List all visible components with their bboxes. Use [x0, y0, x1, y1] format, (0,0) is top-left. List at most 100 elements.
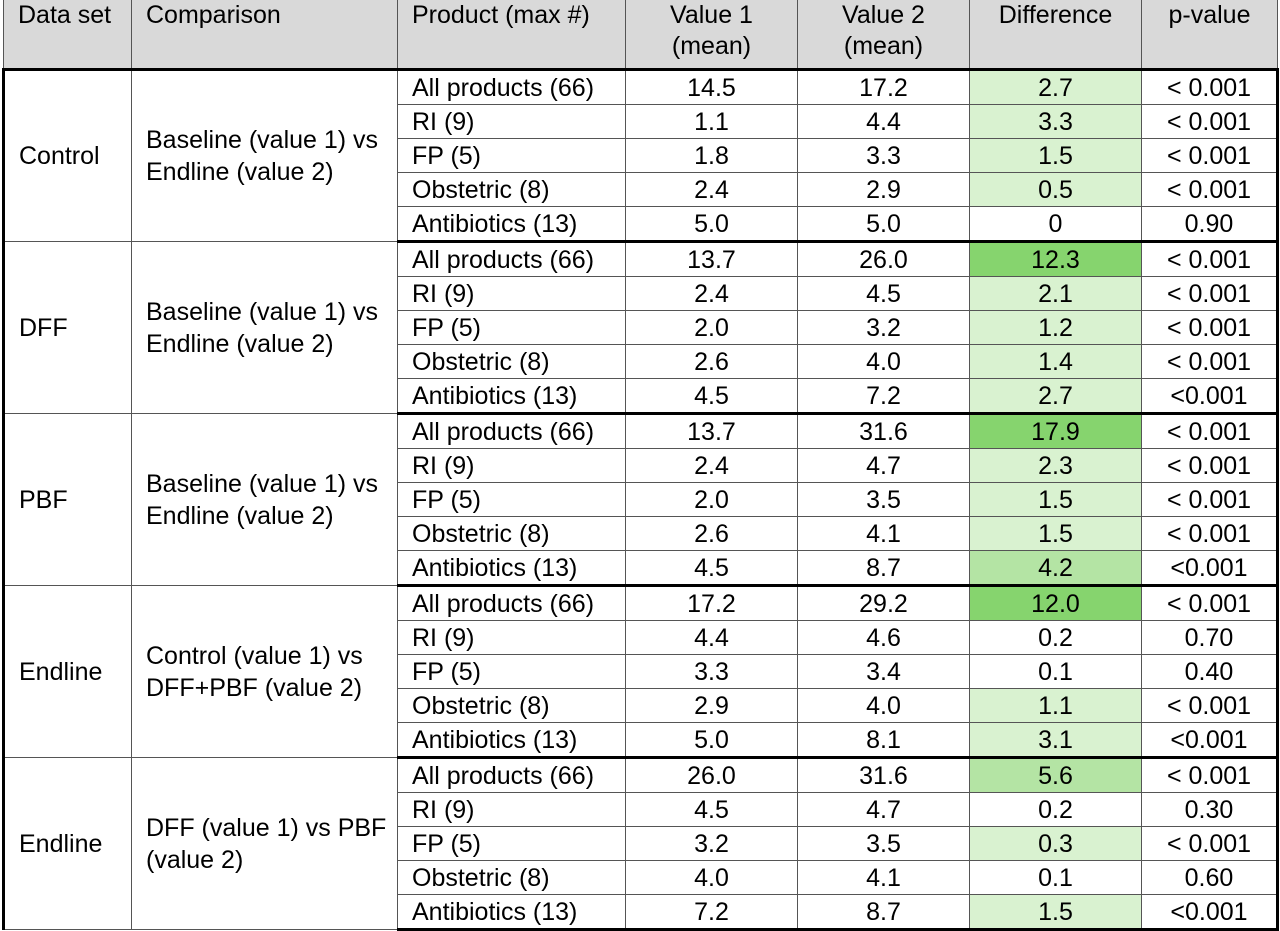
pvalue-cell: < 0.001	[1141, 757, 1279, 793]
value1-cell: 4.5	[625, 378, 798, 415]
product-cell: FP (5)	[397, 654, 626, 689]
value2-cell: 4.6	[797, 620, 970, 655]
table-row: Endline DFF (value 1) vs PBF (value 2) All…	[2, 757, 1279, 930]
table-row: RI (9) 2.4 4.5 2.1 < 0.001	[4, 276, 1279, 311]
value1-cell: 7.2	[625, 894, 798, 931]
value2-cell: 4.4	[797, 104, 970, 139]
value2-cell: 4.0	[797, 344, 970, 379]
table-row: RI (9) 2.4 4.7 2.3 < 0.001	[4, 448, 1279, 483]
product-cell: FP (5)	[397, 482, 626, 517]
value2-cell: 31.6	[797, 413, 970, 449]
value1-cell: 3.2	[625, 826, 798, 861]
value1-cell: 4.0	[625, 860, 798, 895]
value2-cell: 3.2	[797, 310, 970, 345]
product-cell: Obstetric (8)	[397, 860, 626, 895]
pvalue-cell: < 0.001	[1141, 688, 1279, 723]
product-cell: All products (66)	[397, 69, 626, 105]
product-cell: RI (9)	[397, 448, 626, 483]
value2-cell: 26.0	[797, 241, 970, 277]
table-row: Obstetric (8) 2.6 4.1 1.5 < 0.001	[4, 516, 1279, 551]
header-pvalue: p-value	[1141, 0, 1278, 71]
difference-cell: 0.1	[969, 860, 1142, 895]
header-comparison: Comparison	[131, 0, 398, 71]
product-cell: All products (66)	[397, 757, 626, 793]
table-row: FP (5) 2.0 3.2 1.2 < 0.001	[4, 310, 1279, 345]
value2-cell: 8.1	[797, 722, 970, 759]
dataset-cell: Endline	[2, 757, 132, 930]
comparison-cell: Baseline (value 1) vs Endline (value 2)	[131, 413, 398, 586]
value2-cell: 2.9	[797, 172, 970, 207]
product-cell: FP (5)	[397, 138, 626, 173]
pvalue-cell: <0.001	[1141, 378, 1279, 415]
comparison-cell: DFF (value 1) vs PBF (value 2)	[131, 757, 398, 930]
product-cell: Antibiotics (13)	[397, 378, 626, 415]
value1-cell: 13.7	[625, 413, 798, 449]
pvalue-cell: 0.60	[1141, 860, 1279, 895]
difference-cell: 12.3	[969, 241, 1142, 277]
value2-cell: 3.5	[797, 826, 970, 861]
difference-cell: 2.3	[969, 448, 1142, 483]
table-row: Obstetric (8) 2.9 4.0 1.1 < 0.001	[4, 688, 1279, 723]
pvalue-cell: 0.70	[1141, 620, 1279, 655]
value1-cell: 13.7	[625, 241, 798, 277]
value1-cell: 2.4	[625, 448, 798, 483]
value2-cell: 29.2	[797, 585, 970, 621]
table-row: Antibiotics (13) 4.5 8.7 4.2 <0.001	[4, 550, 1279, 587]
dataset-cell: PBF	[2, 413, 132, 586]
difference-cell: 0	[969, 206, 1142, 243]
header-product: Product (max #)	[397, 0, 626, 71]
difference-cell: 5.6	[969, 757, 1142, 793]
pvalue-cell: < 0.001	[1141, 172, 1279, 207]
pvalue-cell: <0.001	[1141, 894, 1279, 931]
pvalue-cell: < 0.001	[1141, 138, 1279, 173]
difference-cell: 1.4	[969, 344, 1142, 379]
product-cell: All products (66)	[397, 413, 626, 449]
table-row: Antibiotics (13) 7.2 8.7 1.5 <0.001	[4, 894, 1279, 931]
difference-cell: 3.1	[969, 722, 1142, 759]
difference-cell: 1.5	[969, 516, 1142, 551]
pvalue-cell: 0.90	[1141, 206, 1279, 243]
product-cell: RI (9)	[397, 620, 626, 655]
comparison-cell: Baseline (value 1) vs Endline (value 2)	[131, 241, 398, 414]
value2-cell: 4.1	[797, 516, 970, 551]
value2-cell: 4.7	[797, 448, 970, 483]
pvalue-cell: 0.30	[1141, 792, 1279, 827]
table-row: Antibiotics (13) 5.0 5.0 0 0.90	[4, 206, 1279, 243]
pvalue-cell: < 0.001	[1141, 448, 1279, 483]
comparison-cell: Baseline (value 1) vs Endline (value 2)	[131, 69, 398, 242]
value2-cell: 8.7	[797, 550, 970, 587]
value1-cell: 1.1	[625, 104, 798, 139]
pvalue-cell: < 0.001	[1141, 585, 1279, 621]
header-row: Data set Comparison Product (max #) Valu…	[3, 0, 1278, 71]
value2-cell: 8.7	[797, 894, 970, 931]
value1-cell: 2.0	[625, 482, 798, 517]
value1-cell: 17.2	[625, 585, 798, 621]
difference-cell: 1.5	[969, 138, 1142, 173]
value2-cell: 3.4	[797, 654, 970, 689]
header-dataset: Data set	[3, 0, 132, 71]
value1-cell: 2.0	[625, 310, 798, 345]
difference-cell: 0.1	[969, 654, 1142, 689]
dataset-cell: Control	[2, 69, 132, 242]
value2-cell: 7.2	[797, 378, 970, 415]
value1-cell: 2.6	[625, 516, 798, 551]
dataset-cell: Endline	[2, 585, 132, 758]
table-row: RI (9) 1.1 4.4 3.3 < 0.001	[4, 104, 1279, 139]
value2-cell: 3.3	[797, 138, 970, 173]
difference-cell: 1.5	[969, 894, 1142, 931]
value1-cell: 26.0	[625, 757, 798, 793]
table-row: RI (9) 4.5 4.7 0.2 0.30	[4, 792, 1279, 827]
value2-cell: 5.0	[797, 206, 970, 243]
difference-cell: 12.0	[969, 585, 1142, 621]
product-cell: Antibiotics (13)	[397, 894, 626, 931]
table-row: Antibiotics (13) 4.5 7.2 2.7 <0.001	[4, 378, 1279, 415]
value1-cell: 2.6	[625, 344, 798, 379]
difference-cell: 1.1	[969, 688, 1142, 723]
value1-cell: 2.4	[625, 276, 798, 311]
product-cell: Antibiotics (13)	[397, 206, 626, 243]
product-cell: All products (66)	[397, 585, 626, 621]
table-row: PBF Baseline (value 1) vs Endline (value …	[2, 413, 1279, 586]
product-cell: Obstetric (8)	[397, 688, 626, 723]
value1-cell: 5.0	[625, 722, 798, 759]
header-value1: Value 1 (mean)	[625, 0, 798, 71]
